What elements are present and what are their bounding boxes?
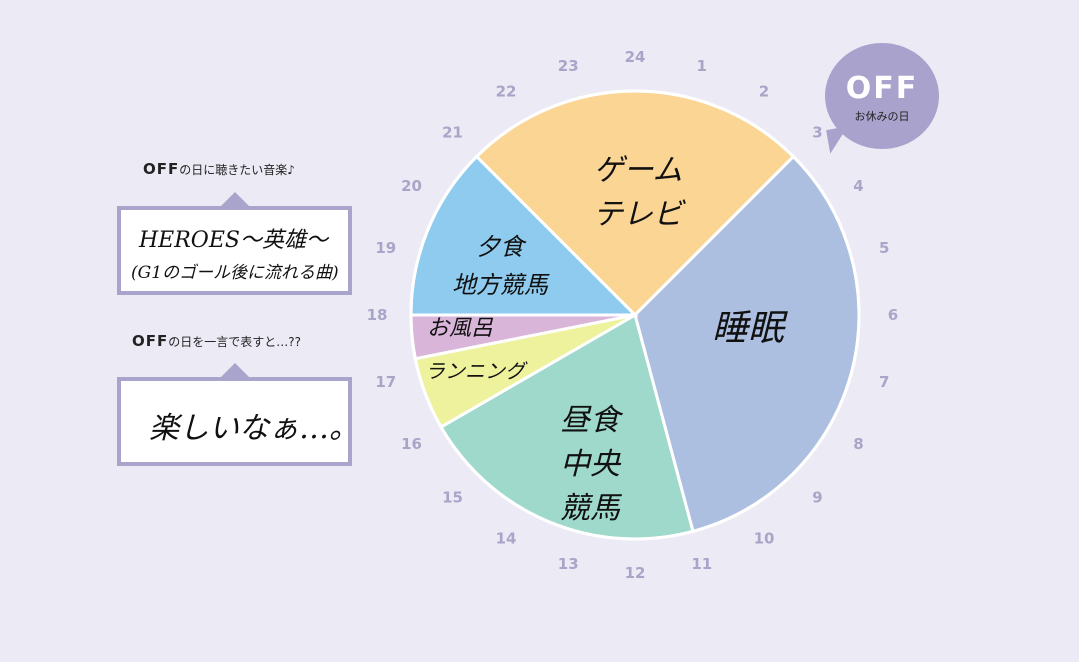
hour-label: 20 — [401, 177, 422, 195]
hour-label: 2 — [759, 83, 769, 101]
slice-label: ランニング — [425, 359, 528, 383]
hour-label: 12 — [625, 564, 646, 582]
hour-label: 21 — [442, 124, 463, 142]
slice-label: ゲーム — [593, 153, 682, 188]
oneword-caption: OFFの日を一言で表すと…?? — [132, 332, 301, 350]
hour-label: 6 — [888, 306, 898, 324]
hour-label: 11 — [691, 555, 712, 573]
caption-off: OFF — [132, 332, 169, 350]
hour-label: 1 — [697, 57, 707, 75]
off-badge: OFF お休みの日 — [825, 43, 939, 149]
caption-off: OFF — [143, 160, 180, 178]
oneword-text: 楽しいなぁ…。 — [149, 411, 359, 446]
hour-label: 10 — [754, 529, 775, 547]
hour-label: 13 — [558, 555, 579, 573]
oneword-box-pointer — [221, 363, 249, 377]
hour-label: 4 — [853, 177, 863, 195]
slice-label: 地方競馬 — [452, 271, 550, 299]
badge-subtitle: お休みの日 — [854, 110, 910, 123]
hour-label: 18 — [367, 306, 388, 324]
caption-text: の日に聴きたい音楽♪ — [179, 163, 295, 177]
slice-label: 睡眠 — [712, 308, 788, 349]
slice-label: 中央 — [560, 447, 622, 482]
oneword-box: 楽しいなぁ…。 — [117, 377, 359, 466]
hour-label: 7 — [879, 373, 889, 391]
hour-label: 9 — [812, 488, 822, 506]
hour-label: 19 — [375, 239, 396, 257]
hour-label: 23 — [558, 57, 579, 75]
slice-label: 夕食 — [476, 233, 527, 261]
slice-label: 競馬 — [560, 491, 623, 526]
slice-label: 昼食 — [560, 403, 624, 438]
slice-label: お風呂 — [427, 316, 494, 341]
badge-title: OFF — [845, 71, 919, 106]
hour-label: 8 — [853, 435, 863, 453]
hour-label: 24 — [625, 48, 646, 66]
hour-label: 22 — [496, 83, 517, 101]
music-line2: (G1のゴール後に流れる曲) — [131, 263, 339, 283]
pie-outline — [409, 89, 861, 541]
hour-label: 5 — [879, 239, 889, 257]
hour-label: 16 — [401, 435, 422, 453]
music-caption: OFFの日に聴きたい音楽♪ — [143, 160, 295, 178]
hour-label: 17 — [375, 373, 396, 391]
hour-label: 14 — [496, 529, 517, 547]
music-box-pointer — [221, 192, 249, 206]
hour-label: 3 — [812, 124, 822, 142]
caption-text: の日を一言で表すと…?? — [168, 335, 301, 349]
music-line1: HEROES～英雄～ — [139, 228, 328, 253]
hour-label: 15 — [442, 488, 463, 506]
music-box: HEROES～英雄～ (G1のゴール後に流れる曲) — [117, 206, 352, 295]
slice-label: テレビ — [593, 197, 686, 232]
